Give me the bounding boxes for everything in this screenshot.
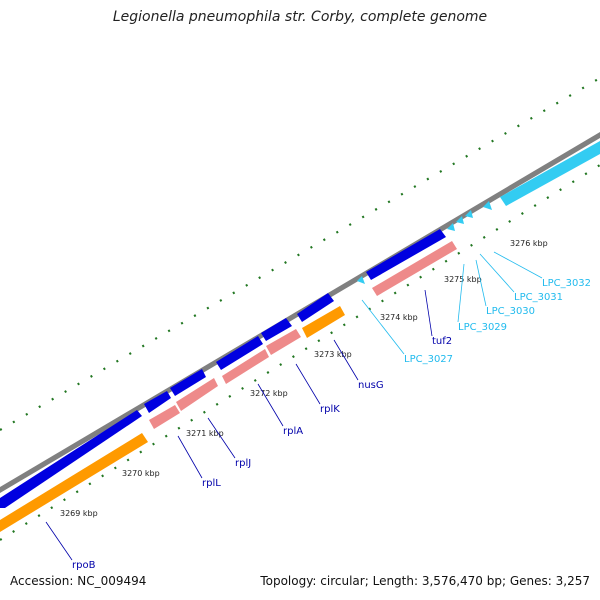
feature-pink-4: [266, 329, 301, 355]
cds-LPC_3031: [465, 210, 473, 218]
accession-label: Accession:: [10, 574, 74, 588]
kbp-tick-label: 3276 kbp: [510, 239, 548, 248]
gene-label-LPC_3027: LPC_3027: [404, 354, 453, 365]
gene-label-LPC_3029: LPC_3029: [458, 322, 507, 333]
leader-rpoB: [45, 521, 73, 561]
cds-rpoB: [0, 410, 142, 508]
kbp-tick-label: 3274 kbp: [380, 313, 418, 322]
topology-label: Topology:: [260, 574, 317, 588]
cds-LPC_3027: [357, 276, 365, 284]
cds-rplK: [261, 318, 292, 341]
cds-LPC_3029: [447, 223, 455, 231]
gene-label-rplA: rplA: [283, 426, 303, 437]
length-value: 3,576,470 bp: [421, 574, 502, 588]
kbp-tick-label: 3273 kbp: [314, 350, 352, 359]
gene-label-nusG: nusG: [358, 380, 384, 391]
gene-label-rpoB: rpoB: [72, 560, 96, 571]
leader-rplA: [257, 383, 284, 427]
cds-LPC_3030: [456, 216, 464, 224]
leader-rplJ: [207, 417, 236, 459]
gene-label-LPC_3032: LPC_3032: [542, 278, 591, 289]
gene-label-tuf2: tuf2: [432, 336, 452, 347]
gene-label-rplL: rplL: [202, 478, 221, 489]
genes-value: 3,257: [555, 574, 590, 588]
cds-tuf2: [366, 229, 446, 280]
leader-LPC_3031: [479, 253, 515, 293]
leader-LPC_3030: [475, 259, 487, 307]
feature-pink-3: [222, 349, 269, 384]
map-title: Legionella pneumophila str. Corby, compl…: [112, 9, 488, 25]
gene-label-LPC_3030: LPC_3030: [486, 306, 535, 317]
cds-rplA: [216, 336, 263, 370]
kbp-tick-label: 3269 kbp: [60, 509, 98, 518]
leader-tuf2: [424, 289, 433, 337]
kbp-tick-label: 3270 kbp: [122, 469, 160, 478]
cds-rplJ: [170, 369, 206, 396]
feature-pink-1: [149, 405, 180, 429]
leader-nusG: [333, 339, 359, 381]
accession-value: NC_009494: [77, 574, 147, 588]
leader-rplL: [177, 435, 203, 479]
accession-info: Accession: NC_009494: [10, 574, 146, 588]
genes-label: Genes:: [509, 574, 552, 588]
topology-value: circular: [320, 574, 365, 588]
feature-pink-5: [372, 241, 457, 296]
length-label: Length:: [372, 574, 419, 588]
gene-label-rplJ: rplJ: [235, 458, 251, 469]
cds-rplL: [144, 391, 171, 413]
leader-rplK: [295, 363, 321, 405]
leader-LPC_3027: [361, 299, 405, 355]
cds-upstream: [500, 141, 600, 206]
cds-LPC_3032: [483, 201, 492, 210]
kbp-tick-label: 3272 kbp: [250, 389, 288, 398]
cds-nusG: [297, 293, 334, 322]
genome-stats: Topology: circular; Length: 3,576,470 bp…: [260, 574, 590, 588]
leader-LPC_3029: [457, 263, 465, 323]
outer-tick-row: [0, 77, 600, 431]
feature-orange-2: [302, 306, 345, 338]
inner-tick-row: [0, 164, 600, 541]
feature-orange-1: [0, 433, 148, 532]
kbp-tick-label: 3275 kbp: [444, 275, 482, 284]
kbp-tick-label: 3271 kbp: [186, 429, 224, 438]
feature-pink-2: [176, 378, 218, 411]
leader-LPC_3032: [493, 251, 543, 279]
gene-label-LPC_3031: LPC_3031: [514, 292, 563, 303]
gene-label-rplK: rplK: [320, 404, 340, 415]
